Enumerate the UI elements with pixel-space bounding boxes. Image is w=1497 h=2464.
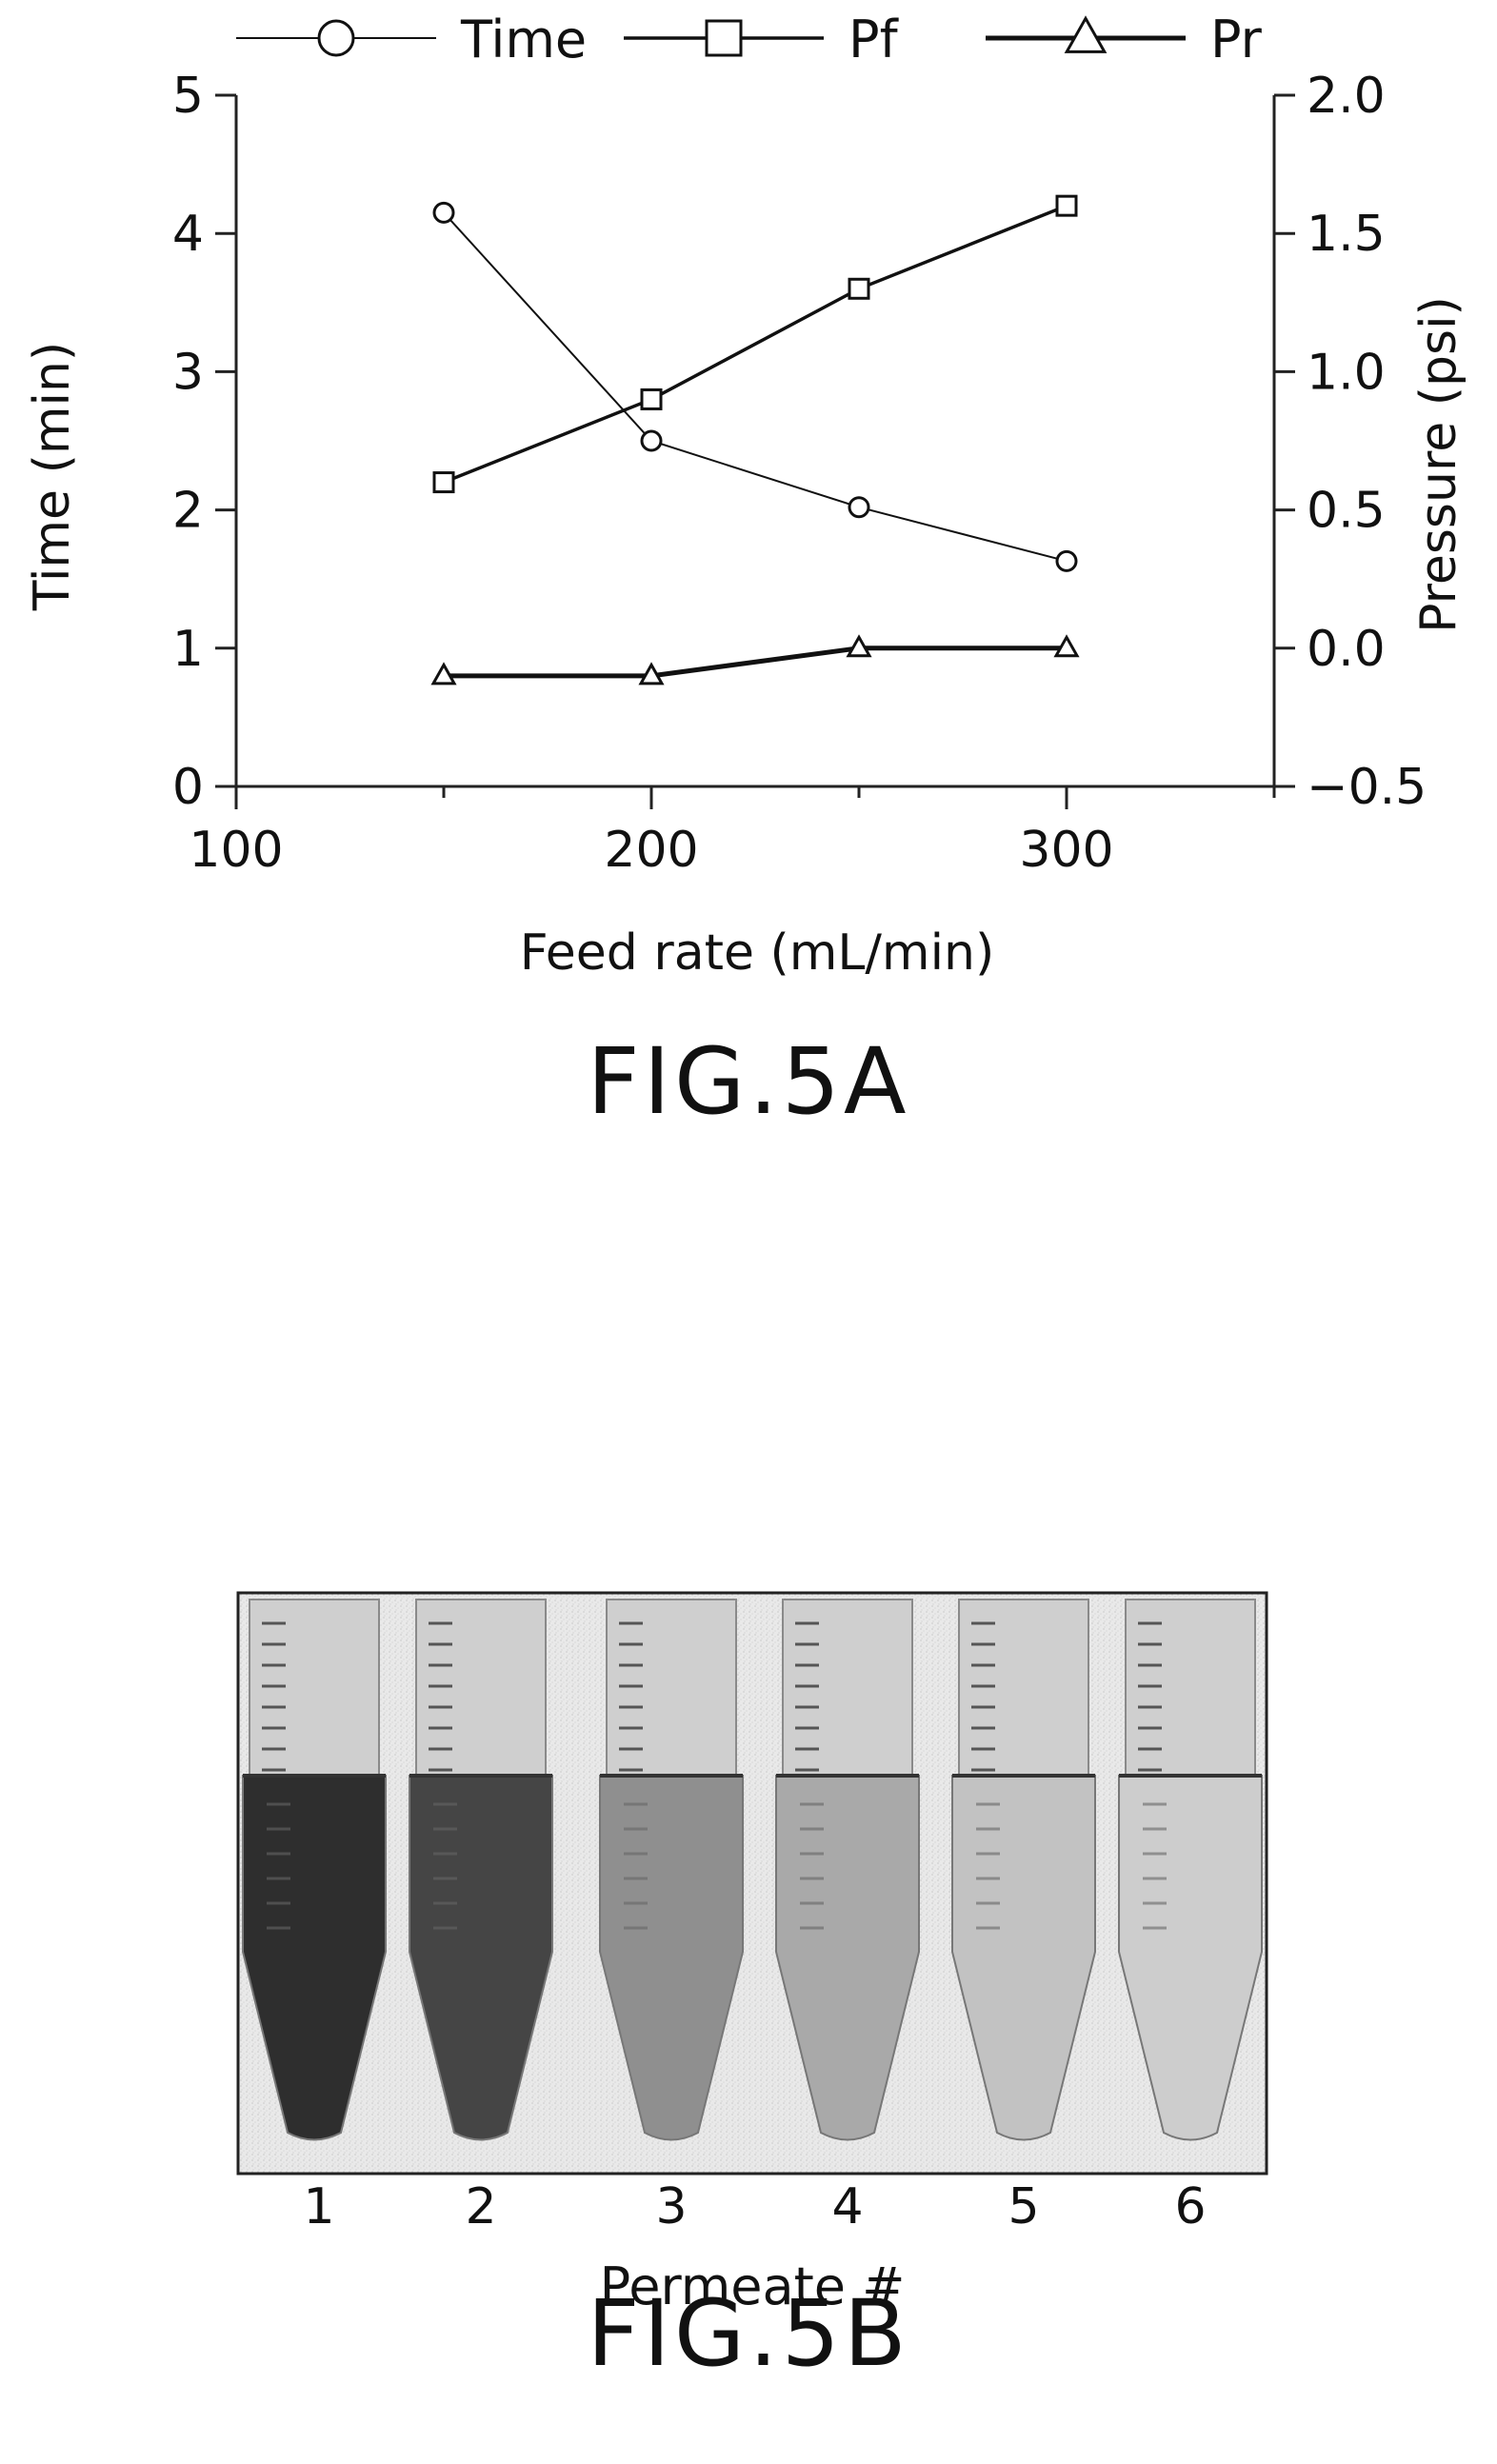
tube-label-2: 2 <box>465 2178 496 2235</box>
tube-label-3: 3 <box>655 2178 687 2235</box>
legend-item-time: Time <box>236 10 587 70</box>
tube-label-5: 5 <box>1008 2178 1039 2235</box>
series-pr <box>433 637 1077 684</box>
data-point-pf <box>642 389 661 408</box>
legend-marker <box>707 21 741 55</box>
legend-item-pf: Pf <box>624 10 900 70</box>
data-point-time <box>642 431 661 450</box>
y-left-tick-label: 0 <box>172 759 204 816</box>
y-right-tick-label: 1.0 <box>1307 344 1386 401</box>
y-left-tick-label: 2 <box>172 483 204 540</box>
legend-label: Pf <box>848 10 900 70</box>
y-right-tick-label: 0.0 <box>1307 621 1386 678</box>
figure-5b-label: FIG.5B <box>0 2280 1497 2387</box>
legend-marker <box>319 21 353 55</box>
data-point-time <box>434 203 453 222</box>
y-right-tick-label: 0.5 <box>1307 483 1386 540</box>
chart-axes: 0 1 2 3 4 5 −0.5 0.0 0.5 1.0 1.5 2.0 100 200 300 <box>172 68 1427 879</box>
data-point-pf <box>434 473 453 492</box>
legend-label: Time <box>460 10 587 70</box>
tube-label-4: 4 <box>831 2178 863 2235</box>
series-line-time <box>444 212 1067 561</box>
series-line-pf <box>444 206 1067 482</box>
y-left-tick-label: 5 <box>172 68 204 125</box>
tube-labels: 1 2 3 4 5 6 <box>303 2178 1206 2235</box>
x-tick-label: 100 <box>189 822 283 879</box>
figure-5a-label: FIG.5A <box>0 1028 1497 1135</box>
x-tick-label: 300 <box>1019 822 1113 879</box>
y-right-tick-label: 2.0 <box>1307 68 1386 125</box>
data-point-pf <box>1057 196 1076 215</box>
legend-label: Pr <box>1210 10 1263 70</box>
y-axis-left-label: Time (min) <box>24 342 81 611</box>
legend-item-pr: Pr <box>986 10 1263 70</box>
line-chart: Time Pf Pr 0 1 2 3 4 5 −0.5 0.0 0.5 1.0 1.5 2.0 100 200… <box>0 0 1497 1009</box>
y-left-tick-label: 4 <box>172 206 204 263</box>
data-point-time <box>849 498 868 517</box>
series-line-pr <box>444 648 1067 676</box>
x-axis-label: Feed rate (mL/min) <box>520 924 995 982</box>
y-right-tick-label: 1.5 <box>1307 206 1386 263</box>
tube-label-6: 6 <box>1174 2178 1206 2235</box>
legend-marker <box>1067 18 1105 51</box>
x-tick-label: 200 <box>604 822 698 879</box>
y-right-tick-label: −0.5 <box>1307 759 1427 816</box>
photo-frame <box>238 1593 1267 2174</box>
y-left-tick-label: 3 <box>172 344 204 401</box>
permeate-tubes-photo: 123456 Permeate # <box>0 1571 1497 2314</box>
chart-series <box>433 196 1077 684</box>
tube-label-1: 1 <box>303 2178 334 2235</box>
y-left-tick-label: 1 <box>172 621 204 678</box>
y-axis-right-label: Pressure (psi) <box>1410 296 1467 633</box>
series-pf <box>434 196 1076 491</box>
data-point-time <box>1057 551 1076 570</box>
chart-legend: Time Pf Pr <box>236 10 1263 70</box>
data-point-pf <box>849 279 868 298</box>
series-time <box>434 203 1076 570</box>
